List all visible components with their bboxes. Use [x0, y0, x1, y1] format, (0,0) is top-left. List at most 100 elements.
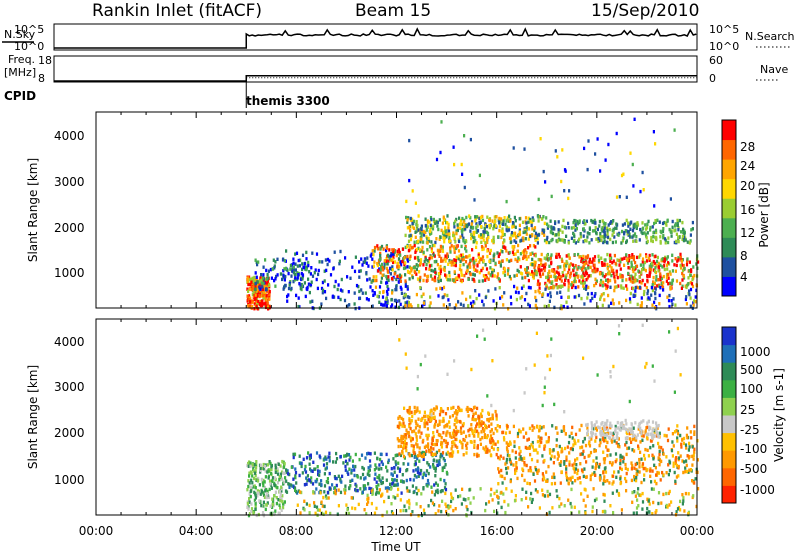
echo-cell — [673, 128, 676, 132]
echo-cell — [502, 219, 505, 223]
echo-cell — [683, 460, 686, 464]
echo-cell — [613, 275, 616, 279]
echo-cell — [460, 502, 463, 506]
echo-cell — [482, 234, 485, 238]
echo-cell — [538, 286, 541, 290]
echo-cell — [455, 231, 458, 236]
echo-cell — [582, 261, 585, 265]
echo-cell — [498, 260, 501, 264]
echo-cell — [596, 137, 599, 141]
echo-cell — [384, 262, 387, 266]
echo-cell — [396, 453, 399, 457]
echo-cell — [483, 433, 486, 437]
echo-cell — [383, 499, 386, 504]
echo-cell — [254, 504, 257, 509]
echo-cell — [427, 239, 431, 243]
echo-cell — [659, 478, 662, 482]
echo-cell — [456, 410, 459, 414]
echo-cell — [523, 298, 527, 302]
echo-cell — [645, 361, 648, 366]
echo-cell — [429, 216, 433, 220]
echo-cell — [357, 502, 360, 507]
echo-cell — [278, 503, 281, 507]
echo-cell — [680, 259, 683, 263]
echo-cell — [671, 454, 674, 458]
echo-cell — [667, 491, 670, 496]
echo-cell — [358, 296, 362, 300]
echo-cell — [596, 227, 599, 232]
echo-cell — [685, 469, 689, 474]
echo-cell — [343, 454, 346, 458]
echo-cell — [593, 471, 596, 475]
echo-cell — [251, 300, 255, 304]
echo-cell — [279, 499, 282, 503]
echo-cell — [649, 266, 652, 270]
echo-cell — [253, 292, 256, 296]
echo-cell — [267, 476, 270, 480]
echo-cell — [606, 479, 609, 483]
echo-cell — [579, 462, 582, 466]
echo-cell — [610, 220, 613, 224]
echo-cell — [425, 228, 428, 232]
echo-cell — [537, 197, 540, 202]
echo-cell — [588, 436, 591, 440]
echo-cell — [555, 489, 558, 493]
echo-cell — [613, 439, 616, 443]
echo-cell — [414, 270, 417, 275]
echo-cell — [527, 437, 530, 441]
echo-cell — [251, 305, 254, 309]
echo-cell — [259, 492, 262, 496]
echo-cell — [554, 221, 557, 226]
echo-cell — [542, 474, 545, 478]
echo-cell — [472, 232, 476, 237]
echo-cell — [646, 506, 649, 511]
echo-cell — [432, 411, 435, 416]
echo-cell — [644, 365, 647, 369]
echo-cell — [469, 229, 472, 233]
echo-cell — [398, 299, 401, 303]
echo-cell — [496, 447, 499, 452]
echo-cell — [560, 447, 564, 452]
echo-cell — [428, 256, 431, 261]
echo-cell — [437, 460, 440, 464]
echo-cell — [436, 224, 439, 228]
echo-cell — [473, 439, 476, 444]
echo-cell — [628, 256, 631, 260]
echo-cell — [639, 263, 642, 267]
echo-cell — [295, 481, 298, 485]
echo-cell — [599, 295, 602, 299]
echo-cell — [545, 283, 548, 287]
echo-cell — [488, 225, 491, 230]
echo-cell — [475, 245, 478, 249]
echo-cell — [621, 257, 624, 261]
echo-cell — [653, 269, 657, 274]
echo-cell — [436, 463, 439, 468]
echo-cell — [446, 450, 449, 455]
echo-cell — [445, 504, 448, 509]
echo-cell — [280, 489, 283, 493]
echo-cell — [486, 394, 489, 398]
echo-cell — [473, 236, 476, 240]
echo-cell — [603, 509, 606, 514]
echo-cell — [314, 467, 317, 471]
echo-cell — [504, 431, 508, 435]
echo-cell — [589, 474, 592, 478]
echo-cell — [377, 247, 380, 251]
echo-cell — [452, 145, 455, 149]
echo-cell — [446, 221, 449, 225]
echo-cell — [691, 227, 694, 231]
echo-cell — [634, 272, 637, 276]
echo-cell — [393, 470, 396, 474]
echo-cell — [452, 450, 455, 454]
echo-cell — [450, 495, 453, 500]
echo-cell — [471, 408, 474, 413]
echo-cell — [410, 410, 413, 415]
echo-cell — [515, 466, 518, 470]
echo-cell — [388, 486, 391, 491]
echo-cell — [543, 444, 547, 448]
echo-cell — [550, 281, 553, 285]
echo-cell — [565, 471, 568, 475]
echo-cell — [368, 468, 371, 472]
echo-cell — [691, 277, 694, 282]
echo-cell — [553, 271, 556, 276]
